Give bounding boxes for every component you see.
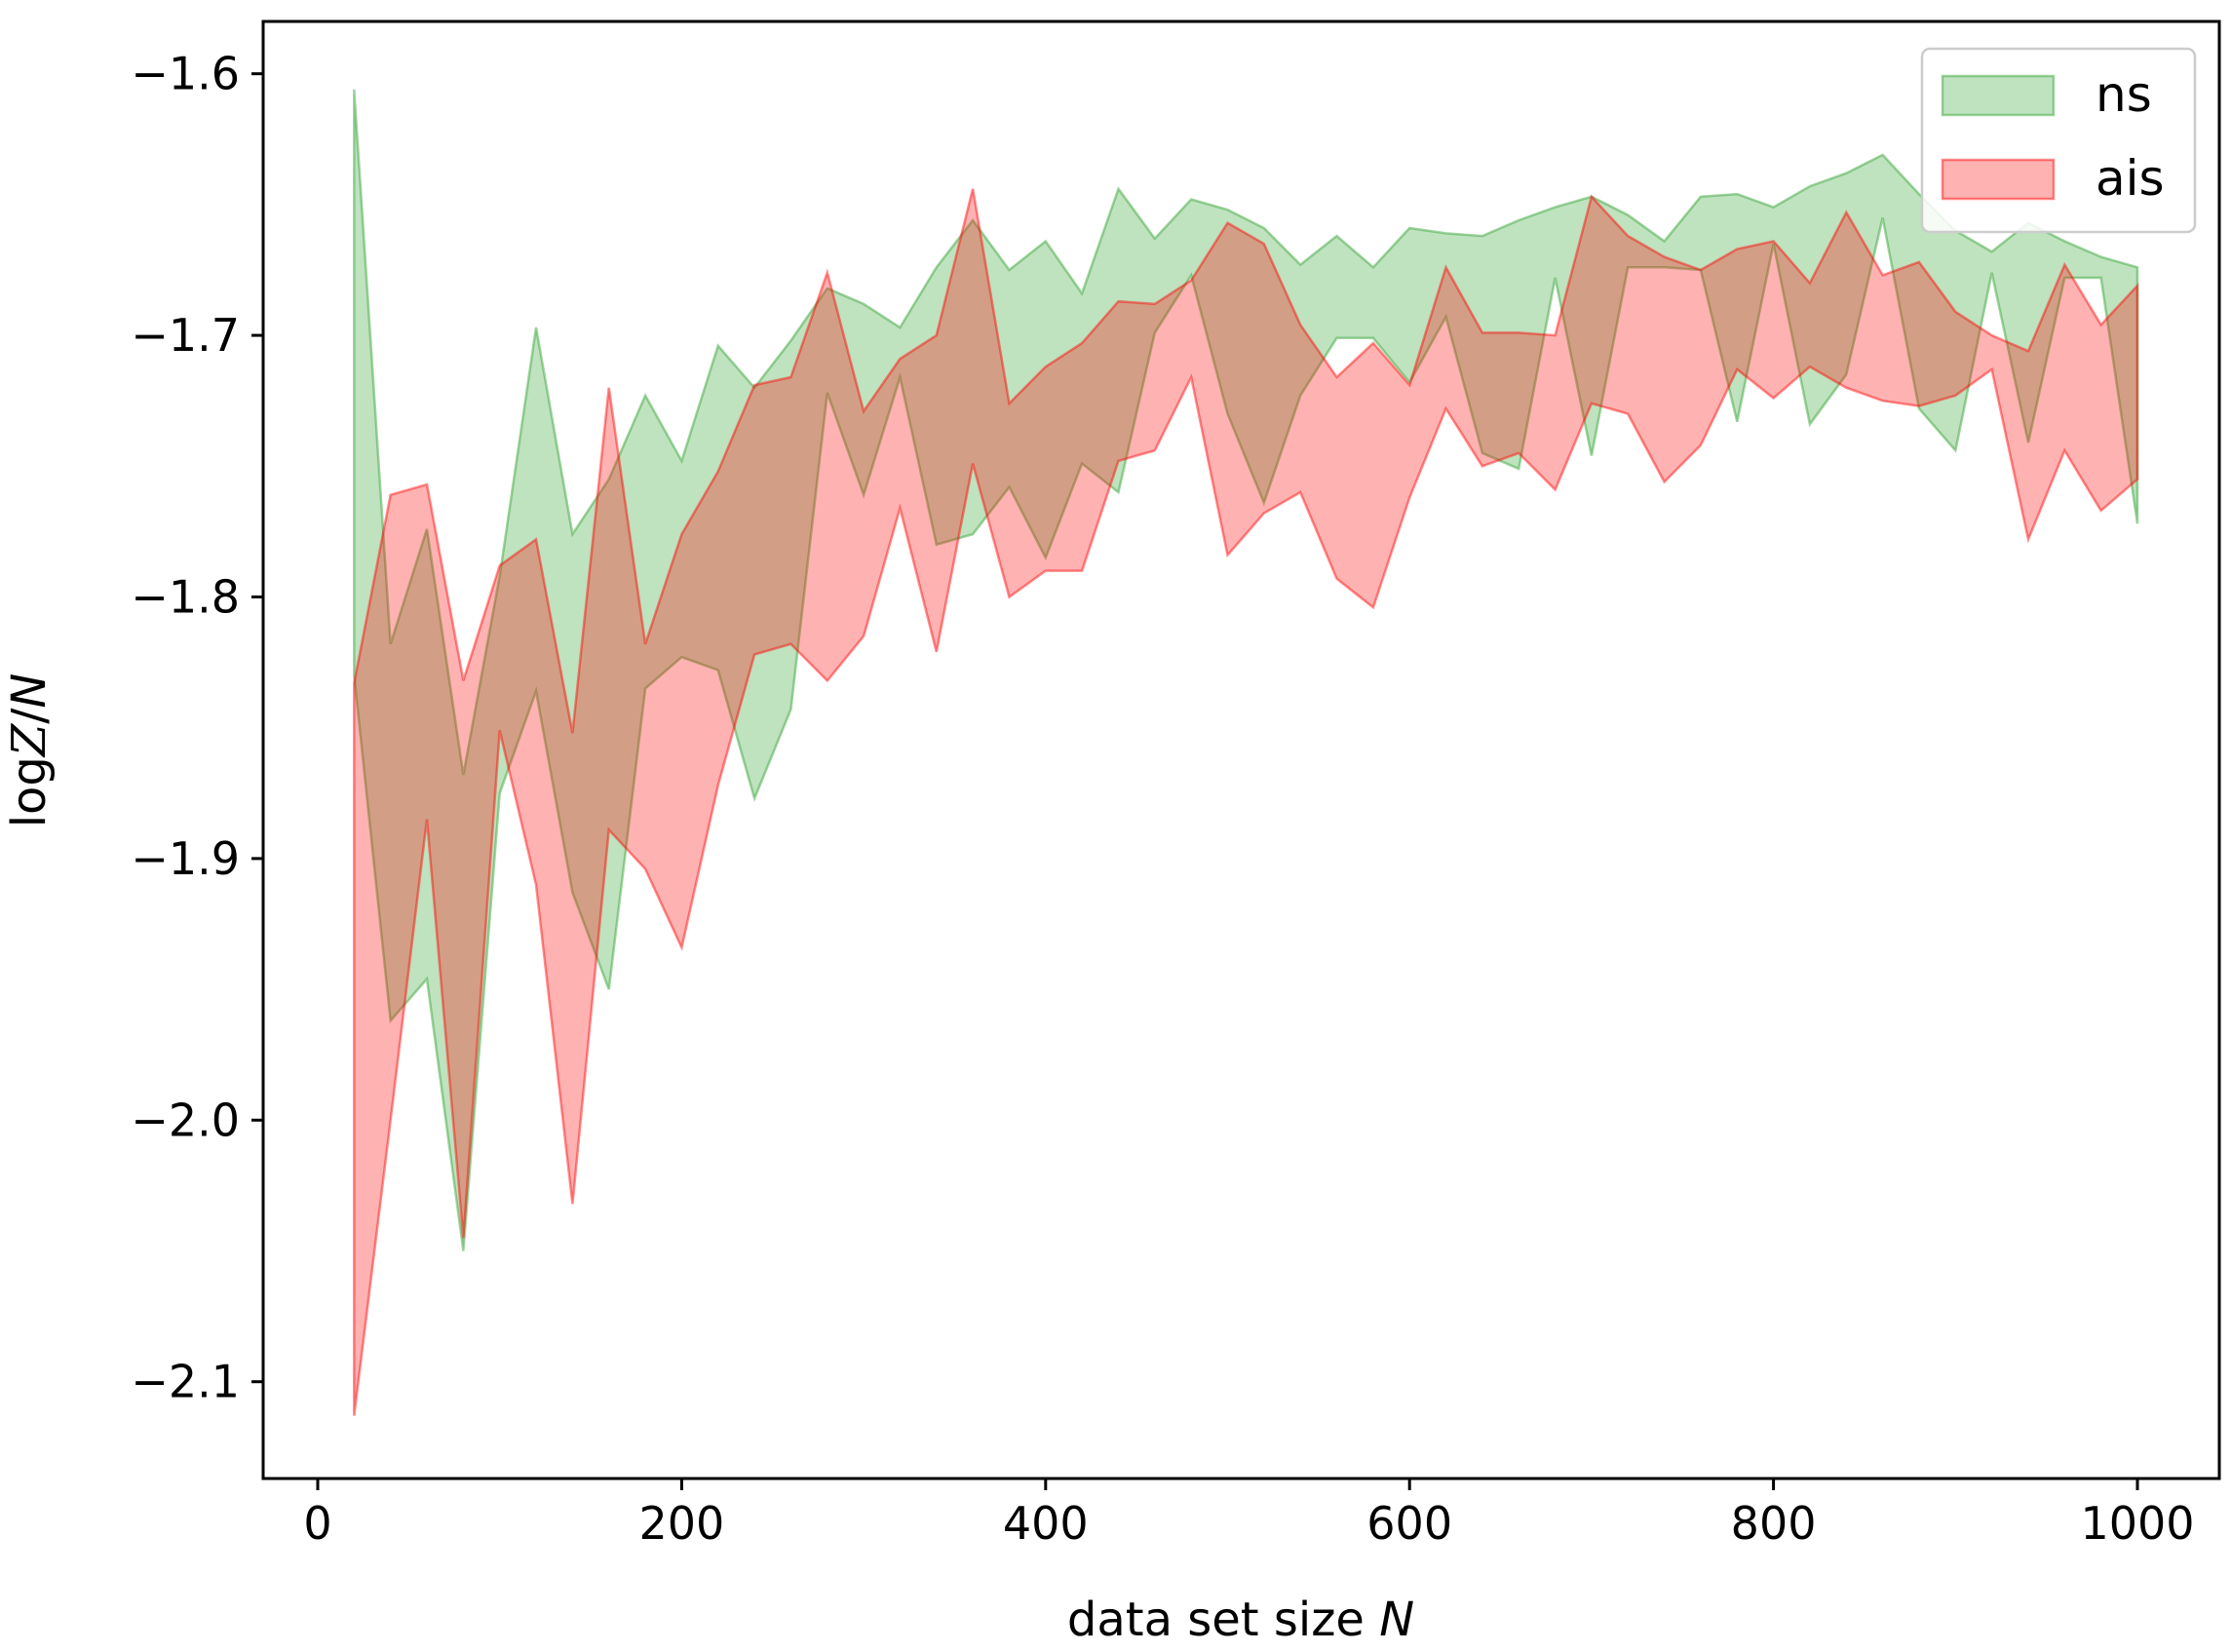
series-bands — [353, 89, 2139, 1416]
y-tick-label: −2.0 — [131, 1094, 240, 1146]
y-tick-label: −1.7 — [131, 309, 240, 362]
y-axis-label: logZ/N — [2, 673, 57, 828]
legend-swatch-ns — [1941, 74, 2056, 117]
x-tick-label: 0 — [303, 1497, 331, 1550]
y-tick-label: −1.9 — [131, 832, 240, 885]
x-tick-label: 200 — [638, 1497, 724, 1550]
legend: ns ais — [1920, 47, 2197, 234]
x-axis-ticks: 0 200 400 600 800 1000 — [303, 1479, 2195, 1550]
y-tick-label: −1.6 — [131, 48, 240, 100]
x-tick-label: 600 — [1366, 1497, 1452, 1550]
legend-label-ais: ais — [2096, 150, 2165, 207]
band-ais — [353, 188, 2139, 1416]
legend-box — [1920, 47, 2197, 234]
legend-swatch-ais — [1941, 158, 2056, 201]
y-tick-label: −1.8 — [131, 570, 240, 623]
x-tick-label: 400 — [1003, 1497, 1089, 1550]
x-tick-label: 800 — [1731, 1497, 1817, 1550]
x-tick-label: 1000 — [2080, 1497, 2194, 1550]
plot-frame — [261, 19, 2221, 1480]
legend-label-ns: ns — [2096, 66, 2152, 123]
band-ns — [353, 89, 2139, 1251]
y-tick-label: −2.1 — [131, 1356, 240, 1408]
plot-background — [263, 21, 2219, 1479]
y-axis-ticks: −2.1 −2.0 −1.9 −1.8 −1.7 −1.6 — [131, 48, 263, 1408]
x-axis-label: data set size N — [1067, 1593, 1414, 1647]
